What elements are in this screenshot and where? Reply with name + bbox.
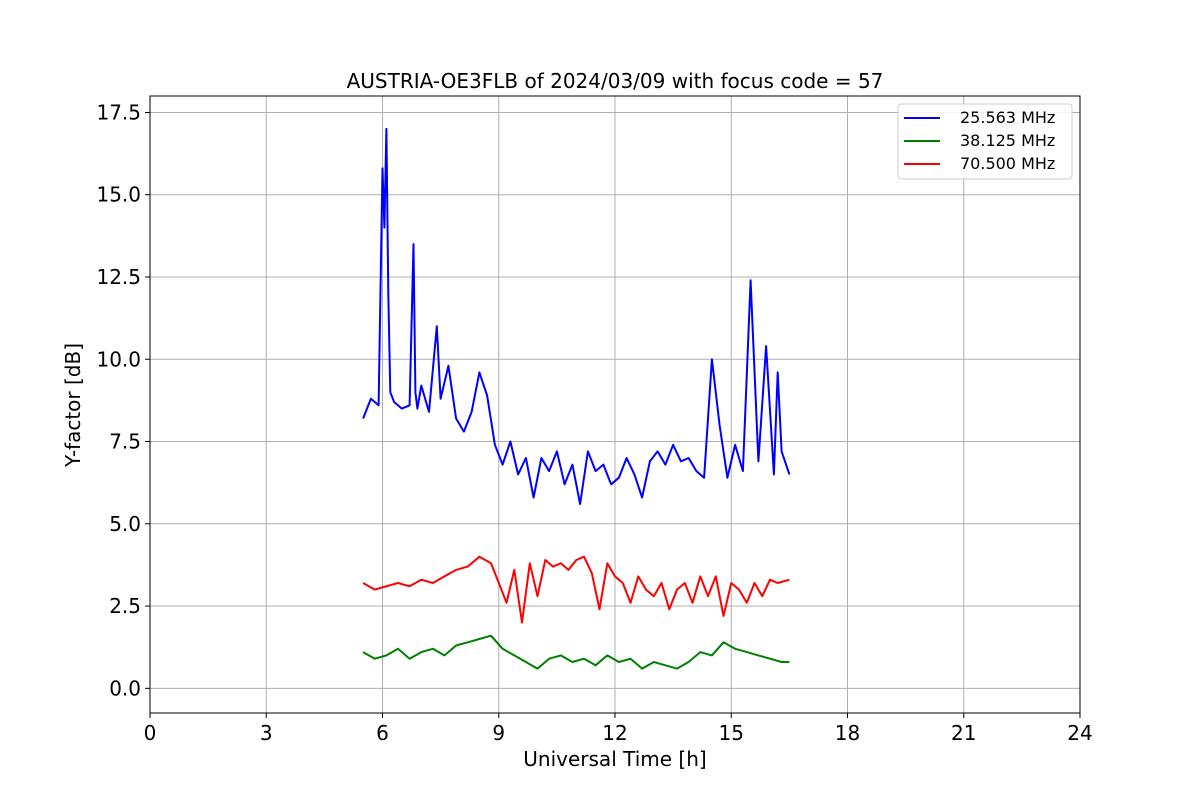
x-tick-label: 24 xyxy=(1067,721,1092,745)
y-axis-label: Y-factor [dB] xyxy=(61,343,85,468)
legend-box xyxy=(897,103,1073,180)
series-line-1 xyxy=(362,634,790,670)
y-tick-label: 0.0 xyxy=(109,676,141,700)
y-tick-label: 10.0 xyxy=(96,347,141,371)
x-tick-label: 21 xyxy=(951,721,976,745)
series-line-0 xyxy=(362,127,791,505)
legend-label: 70.500 MHz xyxy=(960,154,1055,173)
x-tick-label: 15 xyxy=(719,721,744,745)
legend-label: 38.125 MHz xyxy=(960,131,1055,150)
series-layer xyxy=(362,127,791,670)
y-tick-label: 17.5 xyxy=(96,100,141,124)
x-axis: 0 3 6 9 12 15 18 21 24 xyxy=(144,713,1093,745)
x-tick-label: 6 xyxy=(376,721,389,745)
y-tick-label: 7.5 xyxy=(109,430,141,454)
grid xyxy=(149,96,1081,713)
x-tick-label: 12 xyxy=(602,721,627,745)
x-tick-label: 0 xyxy=(144,721,157,745)
y-tick-label: 12.5 xyxy=(96,265,141,289)
chart-title: AUSTRIA-OE3FLB of 2024/03/09 with focus … xyxy=(347,69,884,93)
x-tick-label: 9 xyxy=(492,721,505,745)
series-line-2 xyxy=(362,555,790,624)
legend: 25.563 MHz 38.125 MHz 70.500 MHz xyxy=(897,103,1073,180)
y-tick-label: 15.0 xyxy=(96,183,141,207)
x-tick-label: 18 xyxy=(835,721,860,745)
x-axis-label: Universal Time [h] xyxy=(523,747,706,771)
y-tick-label: 2.5 xyxy=(109,594,141,618)
x-tick-label: 3 xyxy=(260,721,273,745)
y-tick-label: 5.0 xyxy=(109,512,141,536)
y-axis: 0.0 2.5 5.0 7.5 10.0 12.5 15.0 17.5 xyxy=(96,100,150,700)
legend-label: 25.563 MHz xyxy=(960,108,1055,127)
